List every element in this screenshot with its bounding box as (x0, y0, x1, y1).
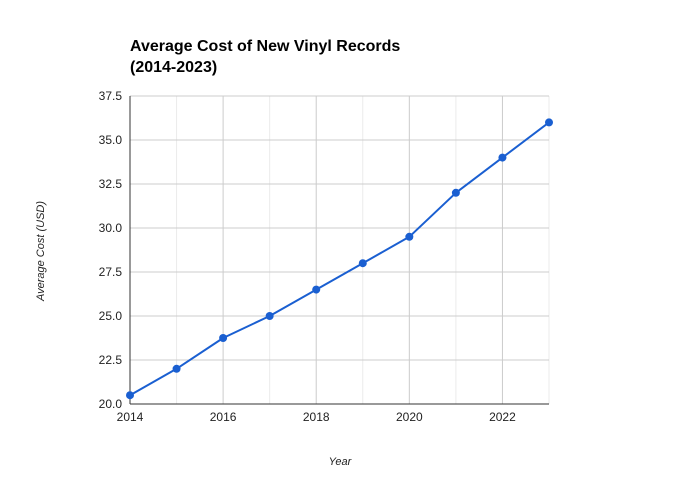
series-line (129, 121, 550, 397)
x-tick-label: 2018 (303, 410, 330, 424)
chart-title-line-1: Average Cost of New Vinyl Records (130, 38, 401, 55)
data-point (498, 153, 507, 162)
x-tick-label: 2020 (396, 410, 423, 424)
chart-title: Average Cost of New Vinyl Records (2014-… (130, 36, 400, 78)
y-tick-label: 35.0 (99, 133, 123, 147)
y-tick-label: 25.0 (99, 309, 123, 323)
data-point (219, 334, 228, 342)
data-point (358, 259, 367, 268)
x-tick-label: 2016 (210, 410, 237, 424)
series (126, 118, 553, 400)
y-tick-label: 20.0 (99, 397, 123, 411)
y-tick-label: 30.0 (99, 221, 123, 235)
data-point (265, 312, 274, 320)
y-tick-label: 32.5 (99, 177, 123, 191)
axes (129, 96, 549, 405)
chart-title-line-2: (2014-2023) (130, 59, 218, 76)
y-tick-label: 27.5 (99, 265, 123, 279)
x-tick-label: 2022 (489, 410, 516, 424)
y-axis-title: Average Cost (USD) (35, 201, 47, 302)
y-tick-label: 37.5 (99, 89, 123, 103)
data-point (545, 118, 553, 127)
y-tick-label: 22.5 (99, 353, 123, 367)
x-axis-title: Year (329, 456, 353, 468)
x-tick-label: 2014 (117, 410, 144, 424)
data-point (405, 232, 414, 241)
tick-labels: 20.0 22.5 25.0 27.5 30.0 32.5 35.0 37.5 2014 2016… (99, 89, 516, 424)
data-point (126, 391, 134, 400)
data-point (451, 188, 460, 197)
data-point (312, 285, 321, 294)
data-point (172, 364, 181, 373)
